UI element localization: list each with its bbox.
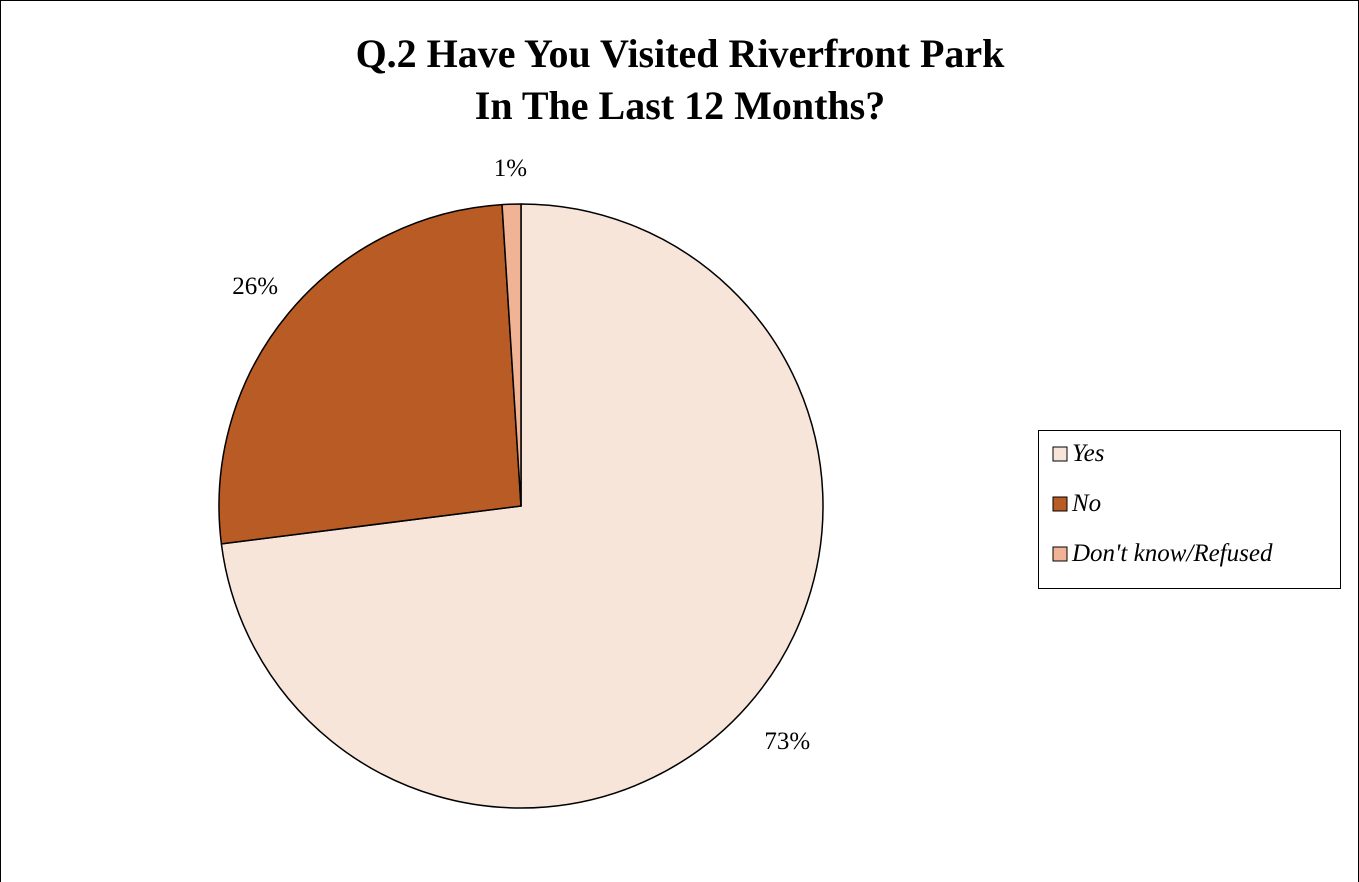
legend-label-yes: Yes [1072,440,1104,467]
legend-label-no: No [1071,490,1101,517]
data-label-don-t-know-refused: 1% [494,155,527,182]
data-label-no: 26% [232,273,278,300]
legend-swatch-yes [1052,446,1068,462]
pie-slice-don-t-know-refused [501,203,522,507]
pie-data-labels: 73% 26% 1% [232,155,810,755]
chart-title-line-1: Q.2 Have You Visited Riverfront Park [356,31,1006,76]
chart-title-line-2: In The Last 12 Months? [475,83,885,128]
pie-slice-no [218,203,522,545]
legend-label-don-t-know-refused: Don't know/Refused [1071,540,1273,567]
legend-swatch-don-t-know-refused [1052,546,1068,562]
legend-swatch-no [1052,496,1068,512]
data-label-yes: 73% [764,728,810,755]
legend-box [1038,430,1341,589]
pie-slices [218,203,824,809]
pie-slice-yes [220,203,824,809]
legend: Yes No Don't know/Refused [1038,430,1341,589]
